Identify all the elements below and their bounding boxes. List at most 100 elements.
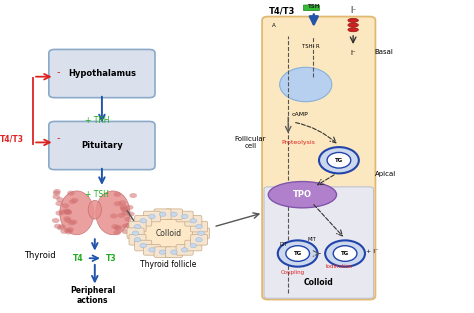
Text: T4/T3: T4/T3 [269, 7, 296, 15]
Circle shape [71, 198, 79, 203]
Circle shape [64, 228, 72, 233]
FancyBboxPatch shape [191, 221, 208, 232]
Circle shape [64, 216, 71, 221]
FancyBboxPatch shape [165, 247, 182, 258]
Circle shape [53, 194, 60, 199]
Circle shape [65, 229, 73, 234]
Text: Peripheral
actions: Peripheral actions [70, 286, 115, 305]
Text: Basal: Basal [374, 49, 393, 55]
Circle shape [114, 192, 121, 197]
FancyBboxPatch shape [129, 234, 146, 245]
Circle shape [54, 224, 62, 229]
FancyBboxPatch shape [165, 209, 182, 219]
Circle shape [126, 205, 134, 210]
Ellipse shape [96, 191, 130, 235]
Circle shape [64, 209, 72, 214]
Circle shape [53, 189, 61, 194]
Text: -: - [57, 133, 60, 143]
Circle shape [114, 201, 121, 206]
Text: I⁻: I⁻ [350, 6, 356, 14]
Circle shape [120, 206, 128, 211]
FancyBboxPatch shape [143, 244, 160, 255]
Text: Colloid: Colloid [304, 278, 333, 287]
Circle shape [113, 230, 121, 235]
Circle shape [190, 244, 197, 248]
Text: T4: T4 [73, 254, 83, 263]
Text: T4/T3: T4/T3 [0, 135, 24, 144]
Ellipse shape [348, 23, 358, 27]
Circle shape [52, 218, 59, 223]
Text: Proteolysis: Proteolysis [282, 140, 315, 145]
Ellipse shape [348, 28, 358, 32]
Circle shape [120, 204, 128, 209]
Circle shape [128, 221, 136, 226]
Circle shape [148, 214, 155, 219]
Circle shape [319, 147, 359, 173]
Text: TG: TG [341, 251, 349, 256]
Circle shape [64, 218, 72, 223]
FancyBboxPatch shape [176, 211, 193, 222]
Circle shape [122, 223, 129, 228]
Ellipse shape [88, 200, 101, 219]
Text: I⁻: I⁻ [350, 50, 356, 56]
Text: Follicular
cell: Follicular cell [235, 136, 266, 149]
Circle shape [181, 214, 188, 219]
FancyBboxPatch shape [127, 228, 144, 239]
Circle shape [64, 210, 72, 215]
Ellipse shape [60, 191, 94, 235]
Circle shape [171, 212, 177, 216]
Text: Coupling: Coupling [281, 270, 305, 275]
Circle shape [134, 224, 141, 229]
Circle shape [60, 229, 68, 234]
FancyBboxPatch shape [185, 215, 202, 226]
Text: MIT: MIT [308, 237, 316, 242]
Circle shape [124, 217, 132, 222]
Circle shape [55, 211, 63, 216]
Text: + TRH: + TRH [85, 116, 109, 125]
Circle shape [121, 208, 129, 213]
Text: Thyroid follicle: Thyroid follicle [140, 260, 196, 269]
Circle shape [143, 216, 194, 250]
Circle shape [122, 211, 129, 216]
Circle shape [70, 219, 77, 224]
Circle shape [198, 231, 204, 235]
Circle shape [118, 213, 125, 218]
Circle shape [129, 193, 137, 198]
Circle shape [111, 224, 119, 229]
Text: + I⁻: + I⁻ [366, 249, 378, 254]
Text: TSH: TSH [308, 4, 320, 9]
Ellipse shape [348, 18, 358, 22]
FancyBboxPatch shape [264, 187, 374, 298]
Circle shape [140, 244, 146, 248]
Circle shape [171, 250, 177, 254]
Circle shape [159, 212, 166, 216]
Text: TPO: TPO [293, 190, 312, 199]
Circle shape [68, 220, 75, 225]
Circle shape [325, 240, 365, 267]
Text: A: A [272, 23, 276, 28]
Circle shape [140, 218, 146, 223]
FancyBboxPatch shape [143, 211, 160, 222]
Circle shape [57, 225, 64, 230]
FancyBboxPatch shape [303, 5, 319, 11]
Circle shape [118, 200, 126, 205]
Circle shape [122, 229, 129, 234]
Circle shape [53, 191, 60, 196]
FancyBboxPatch shape [154, 247, 171, 258]
Circle shape [55, 201, 63, 206]
Circle shape [148, 248, 155, 252]
Text: Thyroid: Thyroid [25, 251, 56, 259]
Circle shape [278, 240, 318, 267]
Text: TG: TG [335, 158, 343, 163]
Text: Colloid: Colloid [155, 229, 182, 238]
Text: -: - [57, 67, 60, 77]
FancyBboxPatch shape [185, 240, 202, 251]
Text: + TSH: + TSH [85, 190, 109, 198]
Circle shape [114, 226, 122, 231]
FancyBboxPatch shape [192, 228, 210, 239]
Text: T3: T3 [106, 254, 117, 263]
Circle shape [333, 246, 357, 261]
Circle shape [127, 212, 135, 217]
Circle shape [327, 152, 351, 168]
Circle shape [64, 209, 72, 214]
